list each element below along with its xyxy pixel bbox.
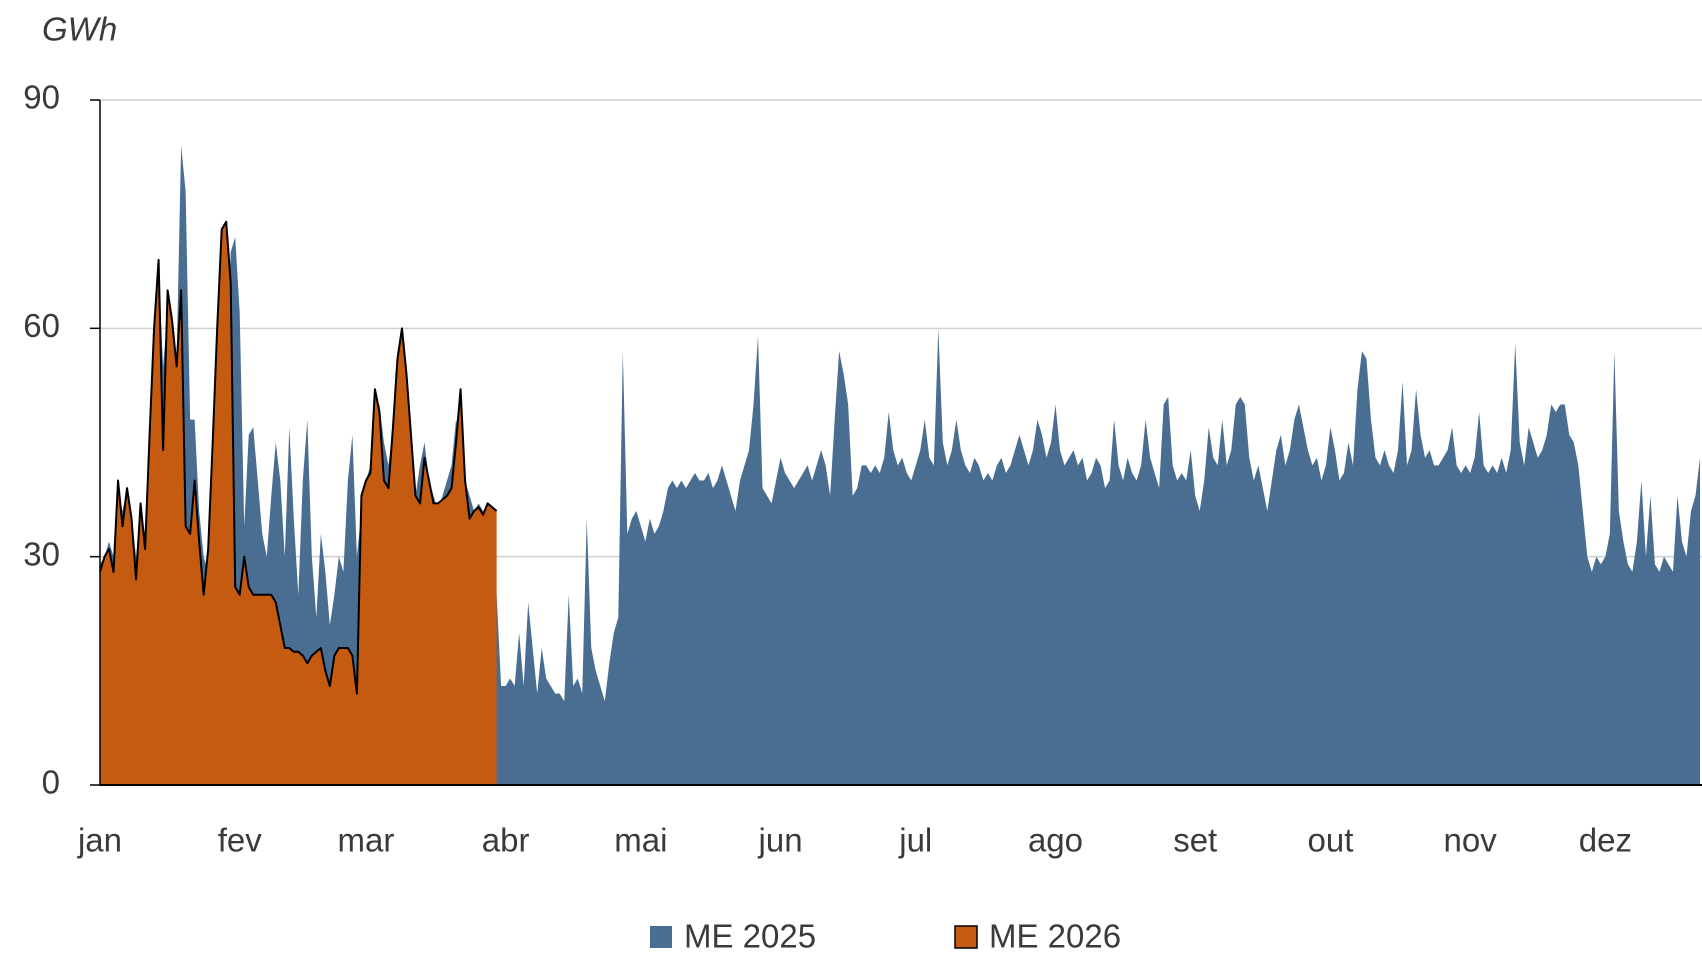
legend-swatch [650,926,672,948]
x-tick-label: fev [218,822,263,859]
x-tick-label: set [1173,822,1217,859]
x-tick-label: ago [1028,822,1083,859]
legend: ME 2025 ME 2026 [650,918,1121,955]
legend-label: ME 2025 [684,918,816,955]
legend-label: ME 2026 [989,918,1121,955]
area-outline [99,220,498,695]
y-axis-unit: GWh [42,11,117,48]
x-tick-label: jan [77,822,122,859]
x-tick-label: abr [482,822,530,859]
x-tick-label: out [1307,822,1353,859]
y-tick-label: 30 [23,535,60,572]
axes: 0 30 60 90 jan fev mar abr mai jun jul ago set out nov… [23,79,1702,859]
x-tick-label: dez [1579,822,1632,859]
y-tick-label: 60 [23,307,60,344]
area [100,145,1700,786]
x-tick-label: mai [614,822,667,859]
x-tick-label: jun [758,822,803,859]
x-tick-label: nov [1444,822,1498,859]
legend-swatch [954,925,978,949]
y-tick-label: 0 [42,764,60,801]
y-tick-label: 90 [23,79,60,116]
x-tick-label: mar [337,822,394,859]
x-tick-label: jul [898,822,932,859]
plot-area [99,145,1700,786]
